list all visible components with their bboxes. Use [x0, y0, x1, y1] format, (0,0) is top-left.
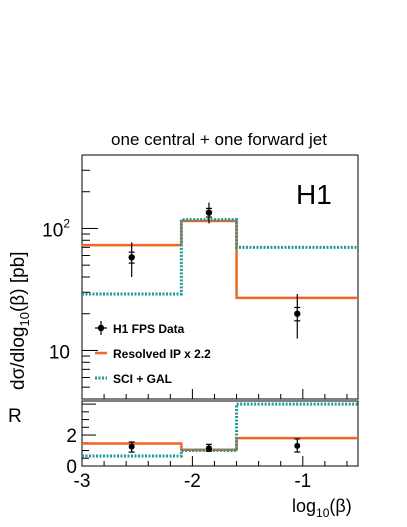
main-data-point — [128, 254, 135, 261]
legend-entry-data: H1 FPS Data — [95, 321, 185, 336]
ratio-tick-labels: 0 2 -3 -2 -1 — [66, 426, 311, 492]
ratio-data-points — [128, 438, 301, 453]
legend-entry-resolved: Resolved IP x 2.2 — [95, 347, 211, 361]
main-series-group — [82, 218, 358, 300]
tick-label-base: 10 — [49, 342, 70, 363]
chart-title: one central + one forward jet — [111, 130, 327, 149]
main-axis-ticks — [81, 154, 348, 466]
y-label-main: dσ/dlog — [8, 327, 29, 391]
x-label-subscript: 10 — [316, 506, 330, 520]
main-data-point — [294, 310, 301, 317]
main-y-axis-label: dσ/dlog10(β) [pb] — [8, 251, 32, 390]
y-label-subscript: 10 — [17, 312, 32, 326]
legend-sci-label: SCI + GAL — [113, 372, 172, 386]
legend-entry-sci: SCI + GAL — [95, 372, 172, 386]
main-series-sci — [82, 218, 358, 296]
ratio-axis-ticks — [82, 403, 96, 467]
legend: H1 FPS Data Resolved IP x 2.2 SCI + GAL — [95, 321, 211, 386]
ratio-y-tick-label: 2 — [66, 426, 77, 447]
legend-resolved-label: Resolved IP x 2.2 — [113, 347, 211, 361]
ratio-data-point — [205, 445, 212, 452]
x-label-main: log — [292, 496, 316, 516]
main-series-resolved — [82, 219, 358, 300]
x-label-tail: (β) — [329, 496, 351, 516]
legend-data-label: H1 FPS Data — [113, 322, 185, 336]
ratio-series-group — [82, 402, 358, 458]
main-data-point — [205, 209, 213, 216]
ratio-y-tick-label: 0 — [66, 457, 77, 478]
ratio-series-resolved — [82, 436, 358, 451]
legend-data-marker — [97, 324, 105, 332]
tick-label-exponent: 2 — [63, 216, 70, 230]
ratio-data-point — [128, 443, 135, 450]
x-tick-label: -1 — [294, 471, 311, 492]
ratio-plot-frame — [81, 400, 359, 467]
x-axis-label: log10(β) — [292, 496, 352, 520]
tick-label-base: 10 — [42, 220, 63, 241]
main-data-points — [128, 202, 301, 339]
ratio-y-axis-label: R — [8, 406, 22, 427]
main-y-tick-label: 102 — [42, 216, 70, 241]
y-label-tail: (β) [pb] — [8, 251, 29, 312]
x-tick-label: -3 — [74, 471, 91, 492]
main-y-tick-label: 10 — [49, 342, 70, 363]
experiment-label: H1 — [296, 179, 332, 210]
ratio-series-sci — [82, 402, 358, 458]
ratio-data-point — [294, 442, 301, 449]
x-tick-label: -2 — [184, 471, 201, 492]
